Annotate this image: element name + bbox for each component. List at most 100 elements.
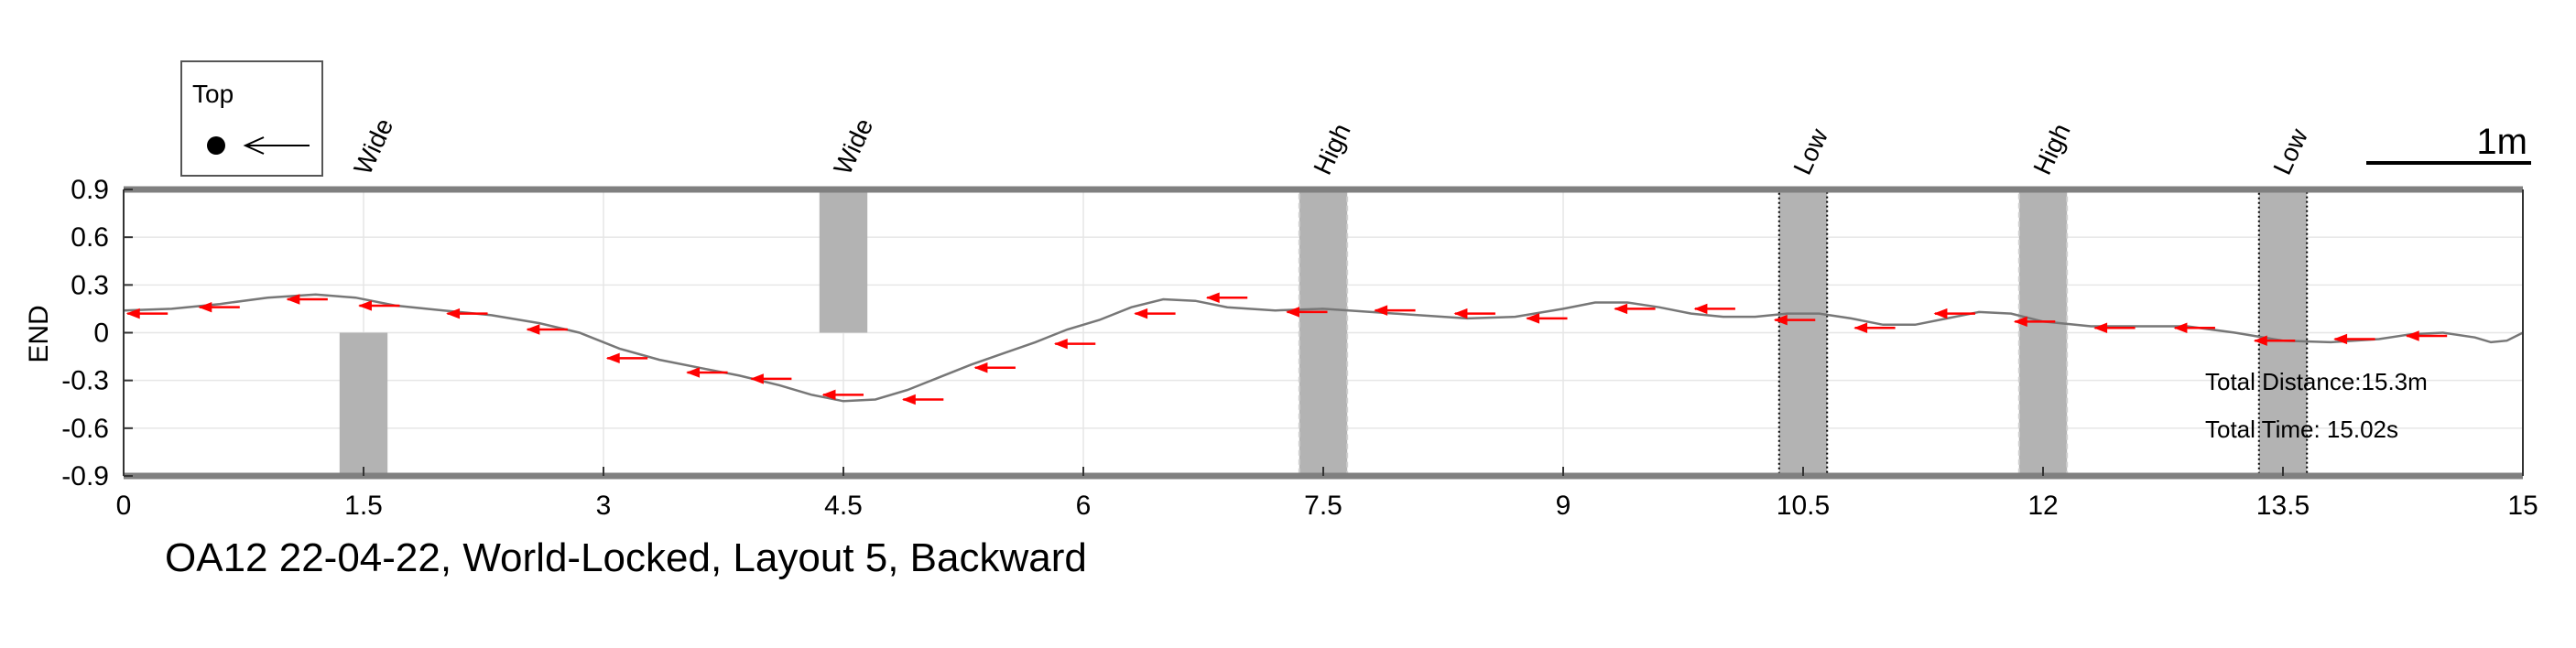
- heading-arrow-head: [1286, 307, 1300, 318]
- heading-arrow-head: [686, 367, 701, 378]
- heading-arrow-head: [2333, 333, 2348, 345]
- obstacle-5: [2017, 189, 2069, 477]
- obstacle-label-5: High: [2027, 119, 2075, 178]
- heading-arrow-head: [1374, 305, 1388, 316]
- heading-arrow: [2173, 322, 2215, 334]
- heading-arrow-head: [1693, 303, 1708, 315]
- y-tick-label: 0.3: [71, 270, 109, 300]
- heading-arrow: [198, 301, 240, 313]
- heading-arrow-head: [1933, 308, 1948, 319]
- x-tick-label: 15: [2507, 491, 2538, 521]
- heading-arrow-head: [1134, 308, 1148, 319]
- heading-arrow: [2093, 322, 2136, 334]
- heading-arrow: [2013, 316, 2056, 328]
- x-tick-label: 10.5: [1777, 491, 1830, 521]
- heading-arrow-head: [1853, 322, 1868, 334]
- obstacle-label-4: Low: [1788, 124, 1833, 178]
- chart-title: OA12 22-04-22, World-Locked, Layout 5, B…: [165, 535, 1087, 580]
- heading-arrow: [2333, 333, 2375, 345]
- legend-box: [180, 60, 323, 177]
- heading-arrow-head: [125, 308, 140, 319]
- obstacle-3: [1298, 189, 1349, 477]
- heading-arrow-head: [446, 308, 461, 319]
- heading-arrow-head: [973, 362, 988, 373]
- heading-arrow: [605, 352, 648, 364]
- trajectory-line: [123, 293, 2524, 403]
- x-tick-label: 12: [2027, 491, 2058, 521]
- heading-arrow: [286, 294, 328, 305]
- heading-arrow: [526, 324, 568, 335]
- heading-arrow: [1693, 303, 1735, 315]
- heading-arrow-head: [2093, 322, 2108, 334]
- x-tick-label: 6: [1076, 491, 1092, 521]
- heading-arrow: [686, 367, 728, 378]
- y-tick-label: -0.6: [61, 414, 109, 444]
- heading-arrow: [750, 373, 792, 384]
- scale-bar: 1m: [2366, 122, 2531, 165]
- legend: Top: [180, 60, 323, 177]
- scale-bar-label: 1m: [2476, 122, 2527, 162]
- heading-arrow: [1933, 308, 1975, 319]
- y-axis-label: END: [24, 305, 54, 362]
- heading-arrow: [1205, 292, 1248, 303]
- obstacle-label-2: Wide: [828, 114, 878, 179]
- heading-arrow-head: [1205, 292, 1220, 303]
- heading-arrow-head: [2173, 322, 2188, 334]
- heading-arrow: [1134, 308, 1176, 319]
- heading-arrow-head: [1526, 313, 1540, 324]
- heading-arrow-head: [198, 301, 212, 313]
- heading-arrow: [1853, 322, 1896, 334]
- heading-arrow-head: [901, 394, 916, 405]
- heading-arrow: [125, 308, 168, 319]
- heading-arrow: [1526, 313, 1568, 324]
- x-tick-label: 0: [116, 491, 132, 521]
- heading-arrow: [358, 300, 400, 311]
- x-tick-label: 9: [1556, 491, 1571, 521]
- y-tick-label: -0.3: [61, 366, 109, 396]
- heading-arrow-head: [526, 324, 540, 335]
- y-tick-label: 0.9: [71, 175, 109, 205]
- obstacle-1: [339, 332, 388, 476]
- heading-arrow-head: [2253, 335, 2267, 346]
- heading-arrow-layer: [125, 292, 2448, 405]
- heading-arrow: [1453, 308, 1495, 319]
- heading-arrow-head: [2013, 316, 2027, 328]
- x-tick-label: 13.5: [2256, 491, 2310, 521]
- axes-layer: 0 1.5 3 4.5 6 7.5 9 10.5 12 13.5 15 0.9 0.6 0.3 0 -0.3 -…: [61, 175, 2538, 521]
- heading-arrow-head: [1614, 303, 1628, 315]
- heading-arrow-head: [358, 300, 372, 311]
- y-tick-label: 0.6: [71, 222, 109, 253]
- heading-arrow: [1053, 338, 1096, 350]
- heading-arrow: [1286, 307, 1328, 318]
- heading-arrow-head: [1453, 308, 1468, 319]
- heading-arrow-head: [605, 352, 620, 364]
- y-tick-label: 0: [93, 319, 109, 349]
- heading-arrow-head: [1053, 338, 1068, 350]
- heading-arrow-head: [1773, 314, 1788, 326]
- x-tick-label: 7.5: [1304, 491, 1342, 521]
- heading-arrow: [2405, 330, 2448, 341]
- obstacle-layer: Wide Wide High Low High Low: [339, 114, 2313, 477]
- obstacle-4: [1777, 189, 1829, 477]
- obstacle-label-6: Low: [2267, 124, 2313, 178]
- heading-arrow: [973, 362, 1016, 373]
- legend-dot-icon: [207, 136, 225, 155]
- heading-arrow-head: [286, 294, 300, 305]
- obstacle-2: [819, 189, 868, 333]
- annotation-total-time: Total Time: 15.02s: [2205, 416, 2398, 443]
- legend-label: Top: [192, 80, 234, 108]
- heading-arrow-head: [2405, 330, 2419, 341]
- x-tick-label: 1.5: [344, 491, 383, 521]
- legend-arrow-head-icon: [243, 136, 265, 155]
- heading-arrow-head: [750, 373, 764, 384]
- text-layer: END OA12 22-04-22, World-Locked, Layout …: [24, 305, 2428, 580]
- heading-arrow-head: [821, 389, 836, 401]
- y-tick-label: -0.9: [61, 461, 109, 491]
- obstacle-label-3: High: [1308, 119, 1355, 178]
- x-tick-label: 4.5: [824, 491, 863, 521]
- x-tick-label: 3: [596, 491, 612, 521]
- heading-arrow: [901, 394, 944, 405]
- heading-arrow: [2253, 335, 2296, 346]
